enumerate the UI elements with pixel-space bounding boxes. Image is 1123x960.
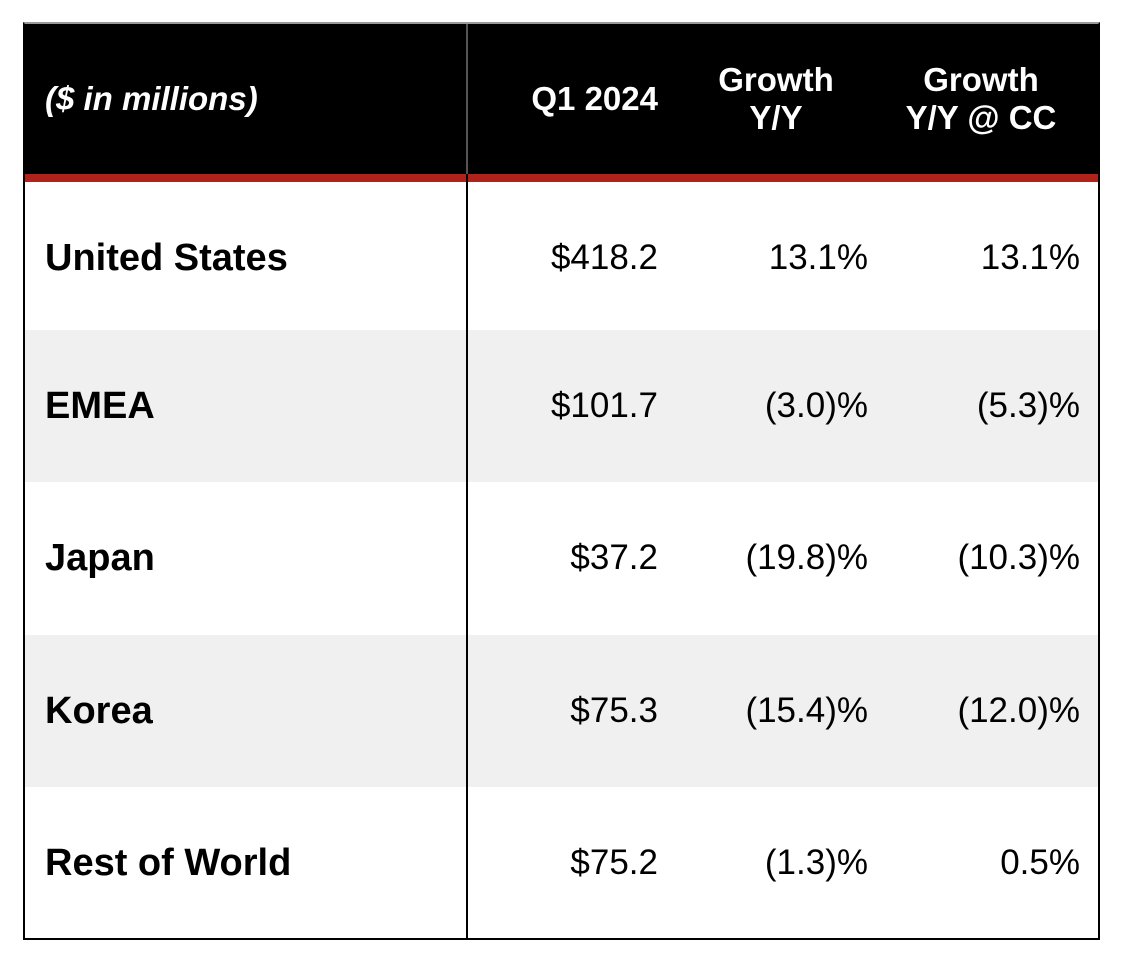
header-growth-yy-line1: Growth <box>718 61 834 98</box>
q1-value: $75.2 <box>570 843 658 882</box>
growth-yy-value: 13.1% <box>768 238 868 277</box>
column-divider <box>466 24 468 938</box>
table-row: Rest of World $75.2 (1.3)% 0.5% <box>25 787 1098 939</box>
header-growth-yy-cc: Growth Y/Y @ CC <box>886 24 1076 174</box>
growth-cc-value: (10.3)% <box>957 538 1080 577</box>
q1-value: $101.7 <box>550 386 658 425</box>
q1-value: $418.2 <box>550 238 658 277</box>
table-header: ($ in millions) Q1 2024 Growth Y/Y Growth… <box>25 24 1098 174</box>
header-q1-2024: Q1 2024 <box>531 80 658 117</box>
header-accent-bar <box>25 174 1098 182</box>
header-units: ($ in millions) <box>45 80 258 117</box>
growth-yy-value: (15.4)% <box>745 691 868 730</box>
q1-value: $37.2 <box>570 538 658 577</box>
table-row: EMEA $101.7 (3.0)% (5.3)% <box>25 330 1098 482</box>
region-label: EMEA <box>45 384 155 427</box>
header-growth-cc-line1: Growth <box>923 61 1039 98</box>
header-growth-yy: Growth Y/Y <box>706 24 846 174</box>
growth-cc-value: 13.1% <box>980 238 1080 277</box>
region-label: United States <box>45 236 288 279</box>
table-row: Korea $75.3 (15.4)% (12.0)% <box>25 635 1098 787</box>
growth-yy-value: (19.8)% <box>745 538 868 577</box>
growth-cc-value: 0.5% <box>1000 843 1080 882</box>
growth-cc-value: (5.3)% <box>976 386 1080 425</box>
region-label: Japan <box>45 536 155 579</box>
q1-value: $75.3 <box>570 691 658 730</box>
table-row: United States $418.2 13.1% 13.1% <box>25 182 1098 334</box>
revenue-by-region-table: ($ in millions) Q1 2024 Growth Y/Y Growth… <box>23 22 1100 940</box>
table-row: Japan $37.2 (19.8)% (10.3)% <box>25 482 1098 634</box>
growth-yy-value: (1.3)% <box>764 843 868 882</box>
growth-cc-value: (12.0)% <box>957 691 1080 730</box>
header-growth-cc-line2: Y/Y @ CC <box>905 99 1057 136</box>
region-label: Rest of World <box>45 841 292 884</box>
growth-yy-value: (3.0)% <box>764 386 868 425</box>
header-growth-yy-line2: Y/Y <box>749 99 803 136</box>
region-label: Korea <box>45 689 153 732</box>
header-column-divider <box>466 24 468 174</box>
